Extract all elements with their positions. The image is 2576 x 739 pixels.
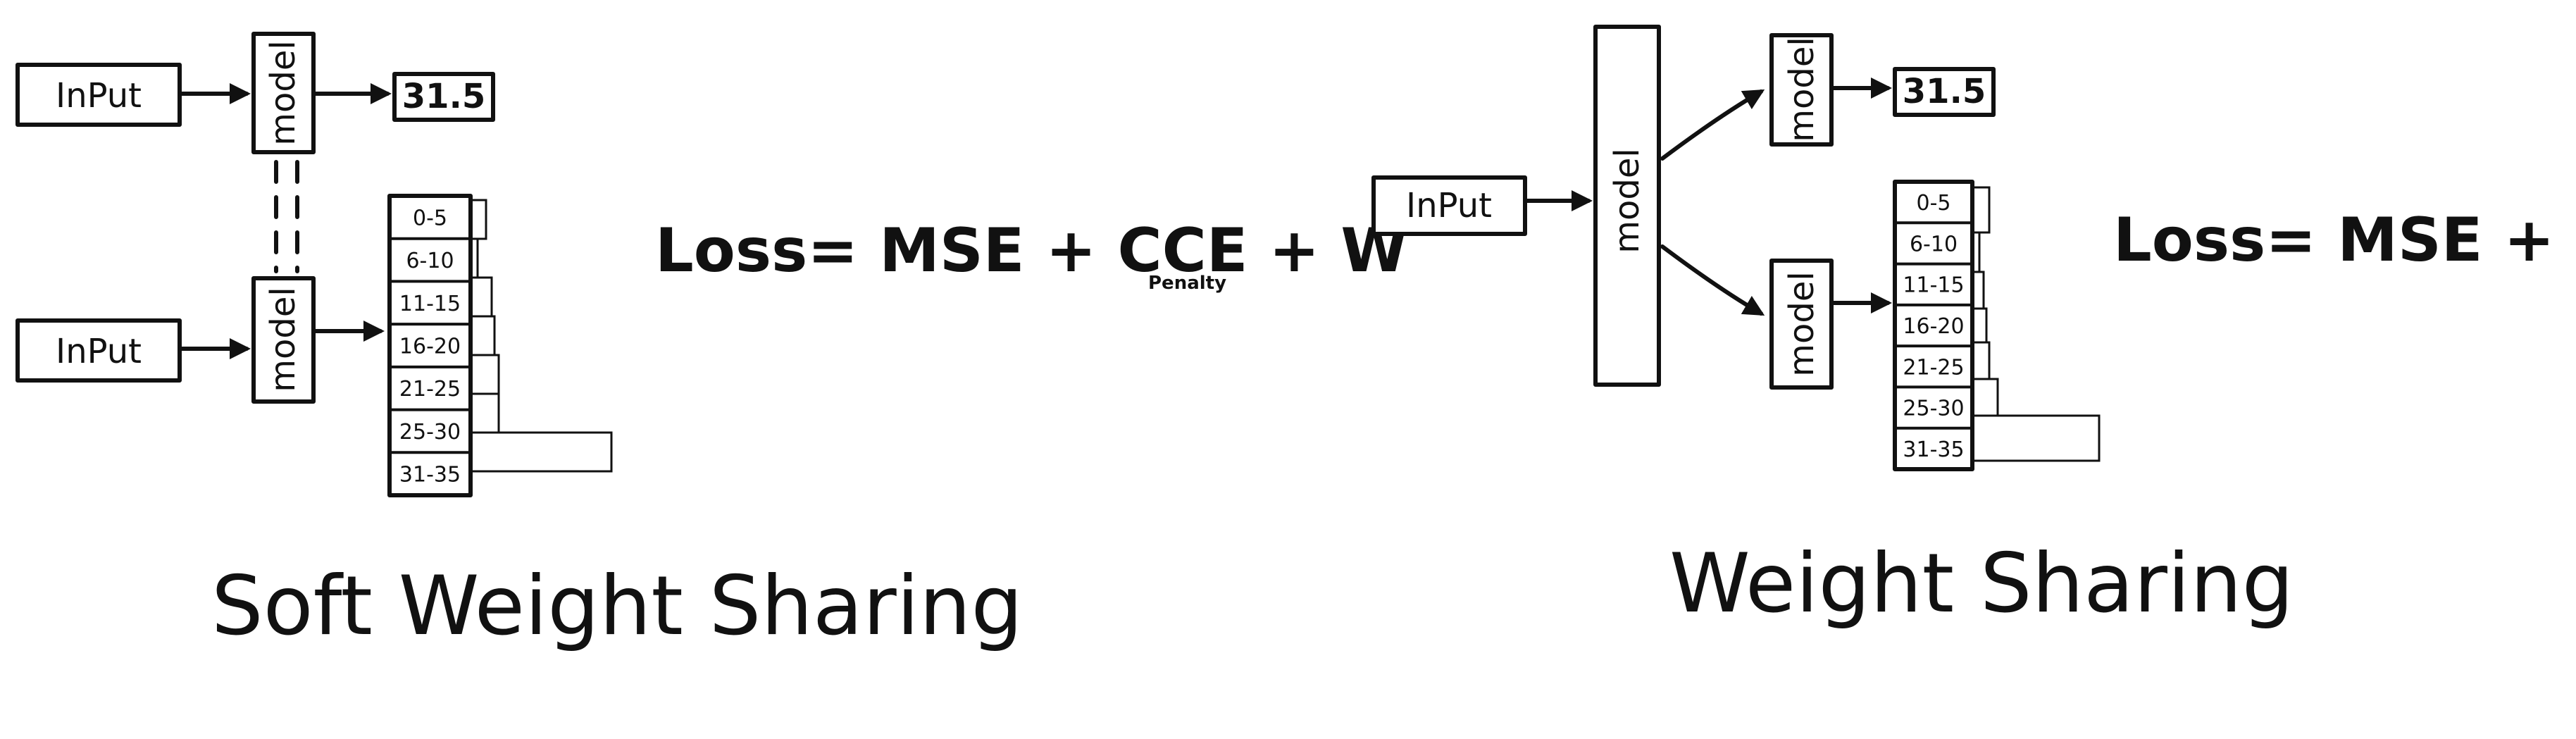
- loss-penalty-subscript: Penalty: [1148, 273, 1226, 294]
- soft-weight-sharing-diagram: InPut model 31.5 InPut model: [15, 32, 1407, 654]
- bin-label: 0-5: [413, 206, 447, 230]
- probability-bar: [469, 431, 613, 473]
- probability-bar: [469, 354, 500, 395]
- class-probability-bars: [1971, 186, 2101, 462]
- bottom-model-label: model: [263, 287, 303, 392]
- soft-weight-sharing-caption: Soft Weight Sharing: [211, 559, 1023, 654]
- top-head-label: model: [1782, 37, 1822, 142]
- bottom-head-label: model: [1782, 271, 1822, 376]
- top-model-label: model: [263, 40, 303, 145]
- probability-bar: [469, 392, 500, 434]
- bin-label: 6-10: [406, 249, 454, 273]
- bottom-head-box: model: [1769, 259, 1834, 390]
- probability-bar: [1971, 341, 1991, 380]
- shared-to-bottom-head-arrow: [1660, 244, 1765, 316]
- input-label: InPut: [1406, 186, 1492, 225]
- loss-formula: Loss= MSE + CCE: [2113, 205, 2576, 275]
- bin-label: 16-20: [1903, 314, 1964, 339]
- bottom-input-box: InPut: [15, 318, 182, 383]
- shared-to-top-head-arrow: [1660, 89, 1765, 161]
- probability-bar: [1971, 378, 1999, 417]
- class-probability-bars: [469, 199, 613, 473]
- weight-sharing-caption: Weight Sharing: [1669, 536, 2294, 631]
- bin-label: 21-25: [399, 377, 461, 402]
- bin-label: 21-25: [1903, 355, 1964, 380]
- bin-label: 25-30: [1903, 397, 1964, 421]
- probability-bar: [469, 276, 493, 318]
- input-box: InPut: [1371, 175, 1527, 236]
- bin-label: 31-35: [399, 463, 461, 488]
- bin-label: 11-15: [399, 292, 461, 316]
- bottom-input-label: InPut: [56, 332, 142, 371]
- regression-output-value: 31.5: [402, 77, 485, 116]
- top-input-box: InPut: [15, 63, 182, 127]
- top-input-label: InPut: [56, 76, 142, 116]
- regression-output-value: 31.5: [1903, 72, 1986, 111]
- bin-label: 25-30: [399, 420, 461, 445]
- loss-formula: Loss= MSE + CCE + W: [655, 216, 1407, 286]
- bin-label: 16-20: [399, 335, 461, 359]
- top-head-box: model: [1769, 33, 1834, 147]
- top-model-box: model: [251, 32, 316, 154]
- class-bins: 0-5 6-10 11-15 16-20 21-25 25-30 31-35: [1893, 180, 1974, 471]
- bottom-model-box: model: [251, 276, 316, 404]
- shared-model-box: model: [1593, 25, 1661, 387]
- bin-label: 31-35: [1903, 437, 1964, 462]
- probability-bar: [469, 315, 496, 356]
- probability-bar: [1971, 186, 1991, 234]
- probability-bar: [469, 199, 487, 240]
- regression-output-box: 31.5: [392, 72, 495, 122]
- bin-label: 11-15: [1903, 273, 1964, 298]
- shared-model-label: model: [1607, 148, 1647, 253]
- bin-label: 6-10: [1910, 232, 1958, 256]
- weight-sharing-diagram: InPut model model 31.5 model: [1371, 25, 2576, 631]
- class-bins: 0-5 6-10 11-15 16-20 21-25 25-30 31-35: [387, 194, 473, 497]
- bin-label: 0-5: [1917, 191, 1951, 216]
- regression-output-box: 31.5: [1893, 67, 1996, 117]
- probability-bar: [1971, 414, 2101, 462]
